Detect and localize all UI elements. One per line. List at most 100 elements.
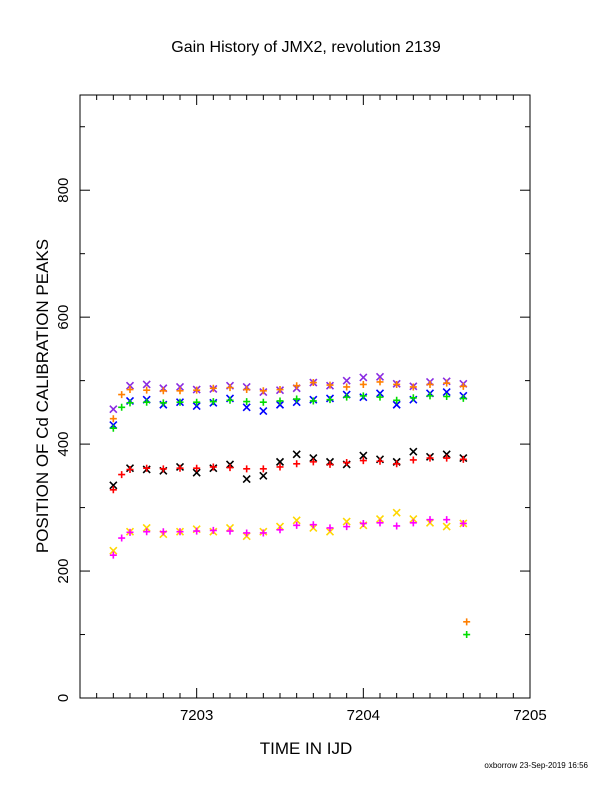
data-point (376, 393, 384, 401)
data-point (259, 465, 267, 473)
data-point (109, 551, 117, 559)
data-point (292, 450, 301, 459)
data-point (393, 396, 401, 404)
data-point (376, 378, 384, 386)
data-point (359, 519, 367, 527)
data-point (142, 380, 151, 389)
data-point (326, 524, 334, 532)
data-point (259, 387, 267, 395)
data-point (309, 454, 318, 463)
data-point (359, 451, 368, 460)
y-axis-ticks: 0 200 400 600 800 (55, 178, 530, 702)
data-point (126, 528, 134, 536)
data-point (276, 463, 284, 471)
data-point (393, 522, 401, 530)
data-point (109, 424, 117, 432)
data-point (142, 523, 151, 532)
data-point (118, 471, 126, 479)
x-tick-label: 7205 (513, 707, 546, 724)
data-point (176, 387, 184, 395)
data-point (109, 486, 117, 494)
y-axis-label: POSITION OF Cd CALIBRATION PEAKS (33, 239, 52, 553)
data-point (375, 389, 385, 398)
data-point (376, 457, 384, 465)
data-series (109, 372, 471, 639)
data-point (275, 400, 285, 409)
data-point (243, 529, 251, 537)
data-point (326, 460, 334, 468)
data-point (159, 465, 167, 473)
data-point (159, 399, 167, 407)
data-point (443, 379, 451, 387)
data-point (109, 481, 118, 490)
data-point (409, 394, 417, 402)
data-point (393, 380, 401, 388)
data-point (409, 383, 417, 391)
data-point (326, 381, 334, 389)
y-tick-label: 400 (55, 432, 72, 457)
data-point (442, 522, 451, 531)
data-point (343, 383, 351, 391)
data-point (293, 460, 301, 468)
data-point (109, 415, 117, 423)
y-tick-label: 600 (55, 305, 72, 330)
data-point (409, 447, 418, 456)
data-point (175, 382, 185, 392)
data-point (443, 516, 451, 524)
y-tick-label: 0 (55, 694, 72, 702)
data-point (342, 517, 351, 526)
data-point (392, 400, 401, 409)
data-point (259, 471, 268, 480)
data-point (259, 398, 267, 406)
data-point (426, 392, 434, 400)
data-point (209, 526, 217, 534)
data-point (293, 382, 301, 390)
data-point (426, 516, 434, 524)
data-point (242, 474, 251, 484)
data-point (309, 521, 317, 529)
y-tick-label: 200 (55, 559, 72, 584)
data-point (293, 521, 301, 529)
data-point (393, 460, 401, 468)
data-point (463, 631, 471, 639)
data-point (459, 382, 467, 390)
data-point (343, 393, 351, 401)
data-point (209, 463, 217, 471)
data-point (159, 528, 167, 536)
y-axis-minor-ticks (80, 126, 530, 636)
data-point (309, 379, 317, 387)
data-point (226, 527, 234, 535)
series-7 (109, 516, 467, 559)
series-1 (109, 378, 471, 626)
y-tick-label: 800 (55, 178, 72, 203)
data-point (209, 398, 217, 406)
x-axis-ticks: 7203 7204 7205 (180, 95, 547, 724)
data-point (192, 401, 201, 411)
data-point (359, 380, 367, 388)
data-point (463, 618, 471, 626)
data-point (176, 464, 184, 472)
data-point (193, 527, 201, 535)
data-point (409, 514, 418, 524)
data-point (118, 391, 126, 399)
series-3 (109, 392, 471, 639)
data-point (359, 373, 368, 382)
data-point (309, 397, 317, 405)
data-point (109, 546, 118, 555)
data-point (242, 403, 251, 412)
data-point (359, 392, 367, 400)
data-point (243, 465, 251, 473)
data-point (243, 398, 251, 406)
data-point (259, 407, 268, 416)
series-5 (109, 454, 467, 494)
data-point (192, 468, 201, 477)
data-point (343, 523, 351, 531)
data-point (293, 395, 301, 403)
data-point (276, 386, 284, 394)
data-point (118, 403, 126, 411)
plot-frame (79, 94, 531, 699)
data-point (176, 398, 184, 406)
data-point (443, 393, 451, 400)
footer-credit: oxborrow 23-Sep-2019 16:56 (484, 761, 588, 770)
data-point (342, 376, 351, 385)
